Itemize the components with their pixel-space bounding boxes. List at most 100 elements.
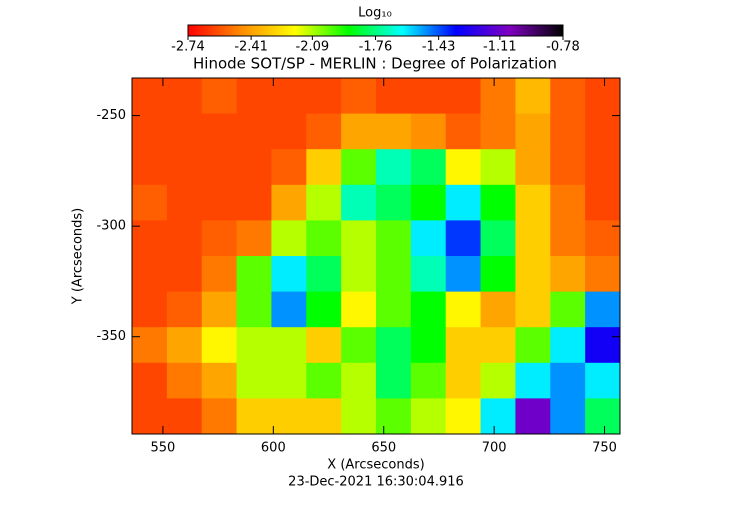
- colorbar-tick-label: -0.78: [546, 40, 580, 55]
- heatmap-cell: [166, 113, 203, 150]
- heatmap-cell: [271, 220, 307, 257]
- heatmap: [132, 78, 621, 435]
- heatmap-cell: [236, 327, 272, 364]
- heatmap-cell: [236, 291, 272, 328]
- heatmap-cell: [410, 398, 447, 435]
- y-tick-label: -250: [96, 108, 126, 123]
- heatmap-cell: [550, 291, 586, 328]
- heatmap-cell: [166, 220, 203, 257]
- heatmap-cell: [341, 78, 377, 115]
- heatmap-cell: [410, 362, 447, 399]
- heatmap-cell: [480, 184, 516, 221]
- heatmap-cell: [445, 256, 482, 293]
- heatmap-cell: [376, 398, 412, 435]
- heatmap-cell: [236, 184, 272, 221]
- heatmap-cell: [550, 78, 586, 115]
- heatmap-cell: [236, 256, 272, 293]
- x-tick-label: 550: [150, 441, 175, 456]
- heatmap-cell: [550, 184, 586, 221]
- heatmap-cell: [271, 113, 307, 150]
- heatmap-cell: [236, 220, 272, 257]
- heatmap-cell: [306, 113, 342, 150]
- heatmap-cell: [271, 291, 307, 328]
- heatmap-cell: [341, 398, 377, 435]
- chart-title: Hinode SOT/SP - MERLIN : Degree of Polar…: [193, 55, 557, 73]
- heatmap-cell: [236, 113, 272, 150]
- heatmap-cell: [132, 398, 168, 435]
- heatmap-cell: [445, 184, 482, 221]
- heatmap-cell: [480, 291, 516, 328]
- heatmap-cell: [166, 256, 203, 293]
- heatmap-cell: [236, 149, 272, 186]
- heatmap-cell: [201, 184, 238, 221]
- heatmap-cell: [132, 184, 168, 221]
- heatmap-cell: [306, 149, 342, 186]
- heatmap-cell: [271, 149, 307, 186]
- heatmap-cell: [585, 184, 621, 221]
- heatmap-cell: [271, 327, 307, 364]
- heatmap-cell: [376, 113, 412, 150]
- heatmap-cell: [515, 113, 551, 150]
- heatmap-cell: [236, 398, 272, 435]
- heatmap-cell: [480, 256, 516, 293]
- x-tick-label: 650: [371, 441, 396, 456]
- heatmap-cell: [341, 113, 377, 150]
- heatmap-cell: [166, 291, 203, 328]
- heatmap-cell: [445, 398, 482, 435]
- heatmap-cell: [480, 149, 516, 186]
- heatmap-cell: [550, 113, 586, 150]
- heatmap-cell: [515, 184, 551, 221]
- y-tick-label: -300: [96, 219, 126, 234]
- heatmap-cell: [271, 398, 307, 435]
- x-tick-label: 600: [261, 441, 286, 456]
- heatmap-cell: [515, 78, 551, 115]
- heatmap-cell: [132, 362, 168, 399]
- heatmap-cell: [201, 78, 238, 115]
- heatmap-cell: [166, 78, 203, 115]
- heatmap-cell: [550, 398, 586, 435]
- heatmap-cell: [376, 327, 412, 364]
- heatmap-cell: [410, 220, 447, 257]
- heatmap-cell: [306, 398, 342, 435]
- x-tick-label: 700: [482, 441, 507, 456]
- heatmap-cell: [515, 149, 551, 186]
- heatmap-cell: [410, 78, 447, 115]
- heatmap-cell: [550, 149, 586, 186]
- heatmap-cell: [271, 184, 307, 221]
- heatmap-cell: [132, 327, 168, 364]
- heatmap-cell: [341, 149, 377, 186]
- heatmap-cell: [306, 327, 342, 364]
- heatmap-cell: [306, 291, 342, 328]
- heatmap-cell: [132, 113, 168, 150]
- heatmap-cell: [271, 362, 307, 399]
- colorbar-tick-label: -2.41: [234, 40, 268, 55]
- heatmap-cell: [166, 327, 203, 364]
- heatmap-cell: [585, 398, 621, 435]
- heatmap-cell: [550, 220, 586, 257]
- heatmap-cell: [550, 256, 586, 293]
- heatmap-cell: [306, 362, 342, 399]
- heatmap-cell: [585, 256, 621, 293]
- heatmap-cell: [515, 327, 551, 364]
- heatmap-cell: [480, 78, 516, 115]
- heatmap-cell: [236, 78, 272, 115]
- heatmap-cell: [480, 113, 516, 150]
- colorbar-tick-label: -1.76: [359, 40, 393, 55]
- colorbar-tick-label: -1.11: [483, 40, 517, 55]
- heatmap-cell: [445, 149, 482, 186]
- heatmap-cell: [515, 256, 551, 293]
- heatmap-cell: [271, 78, 307, 115]
- heatmap-cell: [201, 256, 238, 293]
- heatmap-cell: [376, 149, 412, 186]
- heatmap-cell: [132, 78, 168, 115]
- heatmap-cell: [410, 184, 447, 221]
- colorbar-label: Log₁₀: [358, 6, 392, 21]
- heatmap-cell: [445, 113, 482, 150]
- heatmap-cell: [201, 113, 238, 150]
- heatmap-cell: [132, 291, 168, 328]
- x-tick-label: 750: [592, 441, 617, 456]
- colorbar-tick-label: -1.43: [422, 40, 456, 55]
- heatmap-cell: [236, 362, 272, 399]
- heatmap-cell: [306, 78, 342, 115]
